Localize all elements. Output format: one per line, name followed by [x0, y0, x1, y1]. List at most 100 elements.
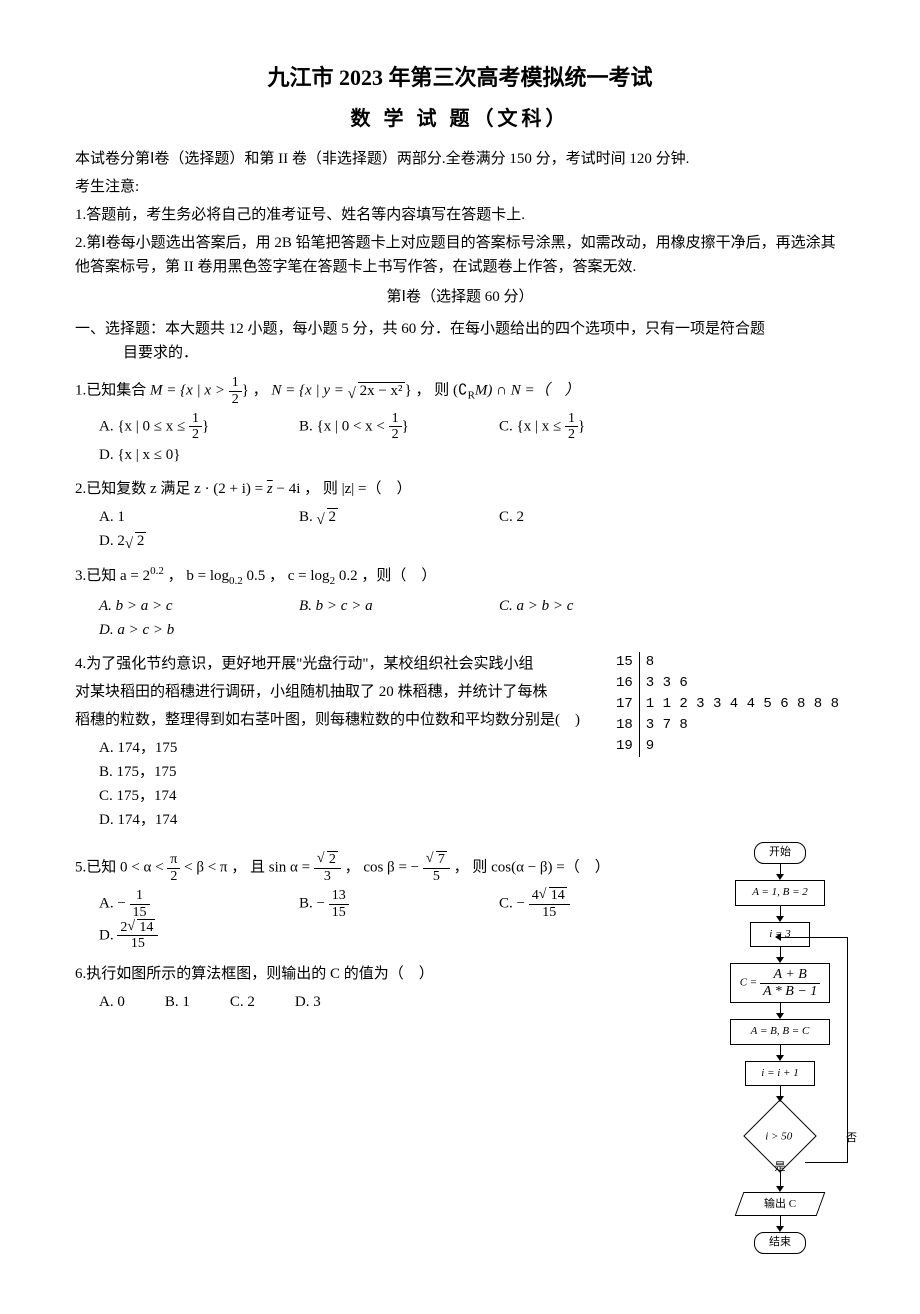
question-3: 3.已知 a = 20.2 ， b = log0.2 0.5 ， c = log…: [75, 563, 845, 643]
q2-opt-d: D. 2 2: [99, 529, 259, 553]
q3-options: A. b > a > c B. b > c > a C. a > b > c D…: [75, 594, 845, 642]
q3-opt-d: D. a > c > b: [99, 618, 259, 642]
q6-options: A. 0 B. 1 C. 2 D. 3: [75, 990, 715, 1016]
exam-desc: 本试卷分第Ⅰ卷（选择题）和第 II 卷（非选择题）两部分.全卷满分 150 分，…: [75, 147, 845, 171]
q1-n-end: M) ∩ N =（ ）: [475, 383, 580, 399]
q1a-d: 2: [189, 427, 202, 442]
fc-init-t: A = 1, B = 2: [752, 886, 808, 898]
q3-t4: 0.2 ，则（ ）: [335, 568, 436, 584]
exam-title: 九江市 2023 年第三次高考模拟统一考试: [75, 60, 845, 95]
q1-m-den: 2: [229, 392, 242, 407]
fc-yes-label: 是: [775, 1159, 786, 1177]
q1-options: A. {x | 0 ≤ x ≤ 12} B. {x | 0 < x < 12} …: [75, 411, 845, 467]
q4-options: A. 174，175 B. 175，175 C. 175，174 D. 174，…: [75, 736, 598, 832]
q1c-d: 2: [565, 427, 578, 442]
q5-sa-rad: 2: [327, 851, 338, 867]
sl-stem-3: 18: [610, 715, 639, 736]
q5a-pre: A. −: [99, 895, 130, 911]
q1-m-num: 1: [229, 375, 242, 391]
q1b-n: 1: [389, 411, 402, 427]
q5c-nr: 14: [549, 887, 567, 903]
sl-stem-2: 17: [610, 694, 639, 715]
q5-cb-rad: 7: [436, 851, 447, 867]
exam-subtitle: 数 学 试 题（文科）: [75, 103, 845, 135]
q1-opt-b: B. {x | 0 < x < 12}: [299, 411, 459, 443]
question-2: 2.已知复数 z 满足 z · (2 + i) = z − 4i ， 则 |z|…: [75, 477, 845, 553]
q4-opt-b: B. 175，175: [99, 760, 409, 784]
question-1: 1.已知集合 M = {x | x > 12} ， N = {x | y = 2…: [75, 375, 845, 467]
fc-init: A = 1, B = 2: [735, 880, 825, 906]
sl-leaf-2: 1 1 2 3 3 4 4 5 6 8 8 8: [639, 694, 845, 715]
q6-opt-c: C. 2: [230, 990, 255, 1014]
section-1-line2: 目要求的．: [75, 341, 845, 365]
fc-loop-line-v: [847, 937, 848, 1163]
fc-calc-d: A * B − 1: [760, 984, 820, 999]
q1c-post: }: [578, 418, 585, 434]
q5-opt-c: C. − 41415: [499, 888, 659, 920]
note-1: 1.答题前，考生务必将自己的准考证号、姓名等内容填写在答题卡上.: [75, 203, 845, 227]
stem-leaf-plot: 158 163 3 6 171 1 2 3 3 4 4 5 6 8 8 8 18…: [610, 652, 845, 757]
fc-incr: i = i + 1: [745, 1061, 815, 1087]
q5b-pre: B. −: [299, 895, 329, 911]
q5-pre: 5.已知 0 < α <: [75, 860, 167, 876]
fc-cond-t: i > 50: [749, 1129, 809, 1147]
part1-label: 第Ⅰ卷（选择题 60 分）: [75, 285, 845, 309]
exam-notice-label: 考生注意:: [75, 175, 845, 199]
q5-pi-d: 2: [167, 869, 180, 884]
q2-opt-a: A. 1: [99, 505, 259, 529]
q4-line2: 对某块稻田的稻穗进行调研，小组随机抽取了 20 株稻穗，并统计了每株: [75, 680, 598, 704]
q5d-pre: D.: [99, 927, 117, 943]
q5-stem: 5.已知 0 < α < π2 < β < π ， 且 sin α = 23 ，…: [75, 852, 715, 884]
fc-loop-line-h2: [780, 937, 848, 938]
q1-m: M = {x | x >: [150, 383, 229, 399]
sl-stem-4: 19: [610, 736, 639, 757]
q2d-rad: 2: [135, 532, 147, 549]
q5a-n: 1: [130, 888, 150, 904]
q2-opt-b: B. 2: [299, 505, 459, 529]
q1-n-rad: 2x − x²: [358, 382, 405, 399]
q1b-pre: B. {x | 0 < x <: [299, 418, 389, 434]
fc-assign: A = B, B = C: [730, 1019, 830, 1045]
q5c-d: 15: [529, 905, 570, 920]
q5b-n: 13: [329, 888, 349, 904]
fc-calc-lhs: C =: [740, 977, 760, 989]
fc-loop-line-h1: [805, 1162, 847, 1163]
q6-stem: 6.执行如图所示的算法框图，则输出的 C 的值为（ ）: [75, 962, 715, 986]
q1a-post: }: [202, 418, 209, 434]
question-6: 6.执行如图所示的算法框图，则输出的 C 的值为（ ） A. 0 B. 1 C.…: [75, 962, 715, 1016]
q2-opt-c: C. 2: [499, 505, 659, 529]
q5b-d: 15: [329, 905, 349, 920]
q1a-pre: A. {x | 0 ≤ x ≤: [99, 418, 189, 434]
fc-assign-t: A = B, B = C: [751, 1025, 810, 1037]
fc-calc: C = A + BA * B − 1: [730, 963, 830, 1003]
q3-t3: 0.5 ， c = log: [243, 568, 330, 584]
q5-m3: ， 则 cos(α − β) =（ ）: [450, 860, 610, 876]
q5-m1: < β < π ， 且 sin α =: [180, 860, 313, 876]
flowchart: 开始 A = 1, B = 2 i = 3 C = A + BA * B − 1…: [715, 842, 845, 1253]
fc-output: 输出 C: [735, 1192, 826, 1216]
sl-leaf-4: 9: [639, 736, 845, 757]
q1a-n: 1: [189, 411, 202, 427]
section-1-line1: 一、选择题：本大题共 12 小题，每小题 5 分，共 60 分．在每小题给出的四…: [75, 317, 845, 341]
fc-end: 结束: [754, 1232, 806, 1254]
q2d-pre: D. 2: [99, 533, 125, 549]
q2-options: A. 1 B. 2 C. 2 D. 2 2: [75, 505, 845, 553]
q2-pre: 2.已知复数 z 满足 z · (2 + i) =: [75, 481, 267, 497]
q3-opt-c: C. a > b > c: [499, 594, 659, 618]
q5d-nr: 14: [137, 919, 155, 935]
q2b-rad: 2: [327, 508, 339, 525]
q2-mid: − 4i ， 则 |z| =（ ）: [273, 481, 412, 497]
fc-calc-n: A + B: [760, 967, 820, 983]
q6-opt-d: D. 3: [295, 990, 321, 1014]
q1-n-close: } ， 则 (∁: [405, 383, 468, 399]
q5-options: A. − 115 B. − 1315 C. − 41415 D. 21415: [75, 888, 715, 952]
section-1-heading: 一、选择题：本大题共 12 小题，每小题 5 分，共 60 分．在每小题给出的四…: [75, 317, 845, 365]
sl-stem-1: 16: [610, 673, 639, 694]
q3-sup: 0.2: [150, 565, 164, 577]
sl-leaf-0: 8: [639, 652, 845, 673]
question-5: 5.已知 0 < α < π2 < β < π ， 且 sin α = 23 ，…: [75, 852, 715, 951]
q5-m2: ， cos β = −: [341, 860, 423, 876]
q4-opt-c: C. 175，174: [99, 784, 409, 808]
q5-sa-d: 3: [314, 869, 341, 884]
sl-stem-0: 15: [610, 652, 639, 673]
